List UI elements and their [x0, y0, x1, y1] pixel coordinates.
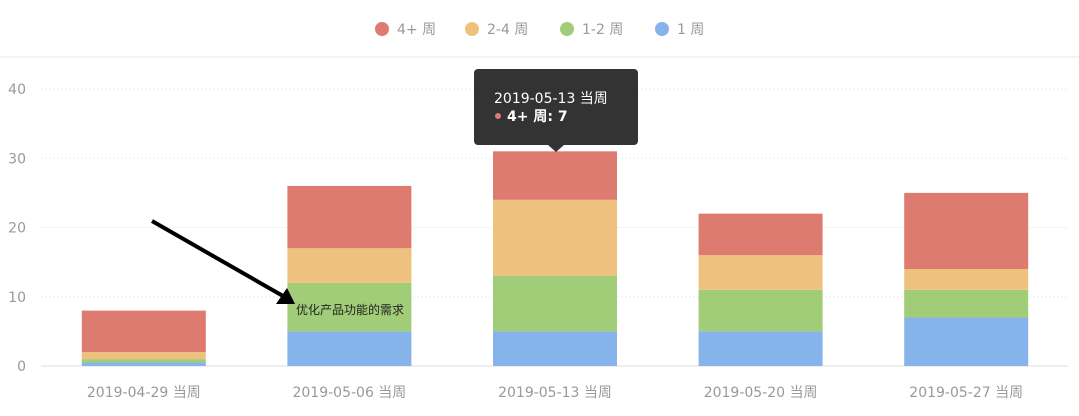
- y-tick-label: 10: [8, 290, 26, 306]
- tooltip-title: 2019-05-13 当周: [494, 91, 608, 107]
- x-tick-label: 2019-04-29 当周: [87, 385, 201, 401]
- bar-segment[interactable]: [493, 151, 617, 200]
- annotation-label: 优化产品功能的需求: [296, 302, 404, 317]
- legend[interactable]: 4+ 周 2-4 周 1-2 周 1 周: [375, 22, 704, 38]
- tooltip-pointer: [548, 145, 564, 152]
- legend-label: 1-2 周: [582, 22, 623, 38]
- bar-segment[interactable]: [81, 352, 206, 360]
- y-tick-label: 40: [8, 82, 26, 98]
- tooltip-value: 4+ 周: 7: [507, 109, 568, 125]
- bar-segment[interactable]: [287, 248, 412, 283]
- legend-marker: [465, 22, 479, 36]
- bar-segment[interactable]: [904, 289, 1029, 318]
- bar-segment[interactable]: [904, 317, 1029, 366]
- bar-segment[interactable]: [81, 359, 206, 363]
- bar-segment[interactable]: [287, 331, 412, 366]
- bar-segment[interactable]: [493, 199, 617, 276]
- bar-segment[interactable]: [81, 310, 206, 353]
- y-tick-label: 20: [8, 221, 26, 237]
- annotation-arrowhead: [276, 288, 295, 304]
- legend-item[interactable]: 1 周: [655, 22, 704, 38]
- x-tick-label: 2019-05-27 当周: [909, 385, 1023, 401]
- bar-segment[interactable]: [904, 269, 1029, 290]
- bar-segment[interactable]: [493, 331, 617, 366]
- legend-marker: [560, 22, 574, 36]
- y-tick-label: 30: [8, 151, 26, 167]
- x-tick-label: 2019-05-06 当周: [292, 385, 406, 401]
- legend-item[interactable]: 2-4 周: [465, 22, 528, 38]
- bar-segment[interactable]: [698, 213, 823, 256]
- legend-label: 4+ 周: [397, 22, 436, 38]
- y-tick-label: 0: [17, 359, 26, 375]
- bar-segment[interactable]: [287, 185, 412, 249]
- bar-segment[interactable]: [81, 362, 206, 366]
- bar-segment[interactable]: [493, 275, 617, 332]
- bar-segment[interactable]: [904, 192, 1029, 270]
- legend-label: 1 周: [677, 22, 704, 38]
- bars[interactable]: [81, 151, 1029, 366]
- legend-label: 2-4 周: [487, 22, 528, 38]
- legend-marker: [375, 22, 389, 36]
- x-axis: 2019-04-29 当周 2019-05-06 当周 2019-05-13 当周 2…: [87, 385, 1023, 401]
- legend-item[interactable]: 4+ 周: [375, 22, 436, 38]
- y-axis: 0 10 20 30 40: [8, 82, 26, 375]
- tooltip-series-dot: [495, 113, 501, 119]
- x-tick-label: 2019-05-13 当周: [498, 385, 612, 401]
- bar-segment[interactable]: [698, 289, 823, 332]
- annotation-arrow-line: [151, 219, 284, 298]
- legend-marker: [655, 22, 669, 36]
- annotation: 优化产品功能的需求: [151, 219, 404, 317]
- bar-segment[interactable]: [698, 331, 823, 366]
- bar-segment[interactable]: [287, 282, 412, 332]
- bar-segment[interactable]: [698, 255, 823, 290]
- x-tick-label: 2019-05-20 当周: [704, 385, 818, 401]
- tooltip-box: [474, 69, 638, 145]
- tooltip: 2019-05-13 当周 4+ 周: 7: [474, 69, 638, 152]
- legend-item[interactable]: 1-2 周: [560, 22, 623, 38]
